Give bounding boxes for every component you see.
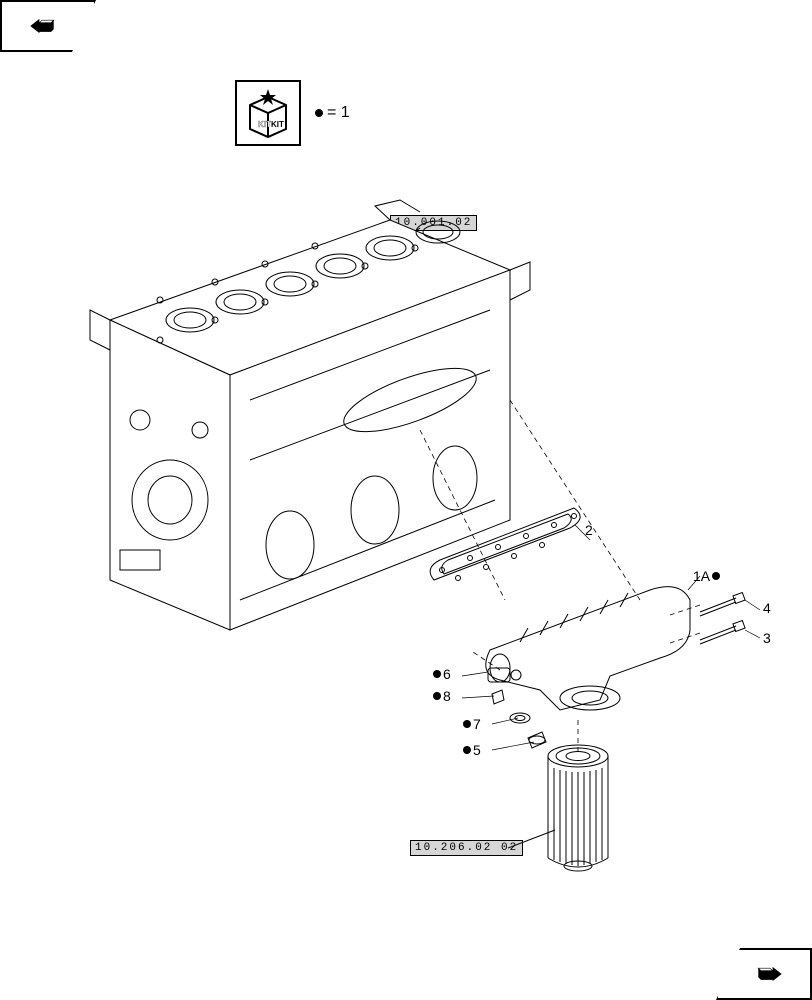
callout-text-7: 7 <box>473 716 481 732</box>
callout-text-3: 3 <box>763 630 771 646</box>
callout-2: 2 <box>585 522 593 538</box>
bullet-icon <box>463 720 471 728</box>
callout-text-4: 4 <box>763 600 771 616</box>
bullet-icon <box>433 692 441 700</box>
callout-text-8: 8 <box>443 688 451 704</box>
callout-text-2: 2 <box>585 522 593 538</box>
callout-text-6: 6 <box>443 666 451 682</box>
callout-3: 3 <box>763 630 771 646</box>
bullet-icon <box>433 670 441 678</box>
callout-6: 6 <box>433 666 451 682</box>
callout-text-5: 5 <box>473 742 481 758</box>
callout-8: 8 <box>433 688 451 704</box>
callout-5: 5 <box>463 742 481 758</box>
parts-diagram <box>0 0 812 1000</box>
bullet-icon <box>712 572 720 580</box>
callout-1A: 1A <box>693 568 720 584</box>
bullet-icon <box>463 746 471 754</box>
callout-7: 7 <box>463 716 481 732</box>
callout-text-1A: 1A <box>693 568 710 584</box>
callout-4: 4 <box>763 600 771 616</box>
